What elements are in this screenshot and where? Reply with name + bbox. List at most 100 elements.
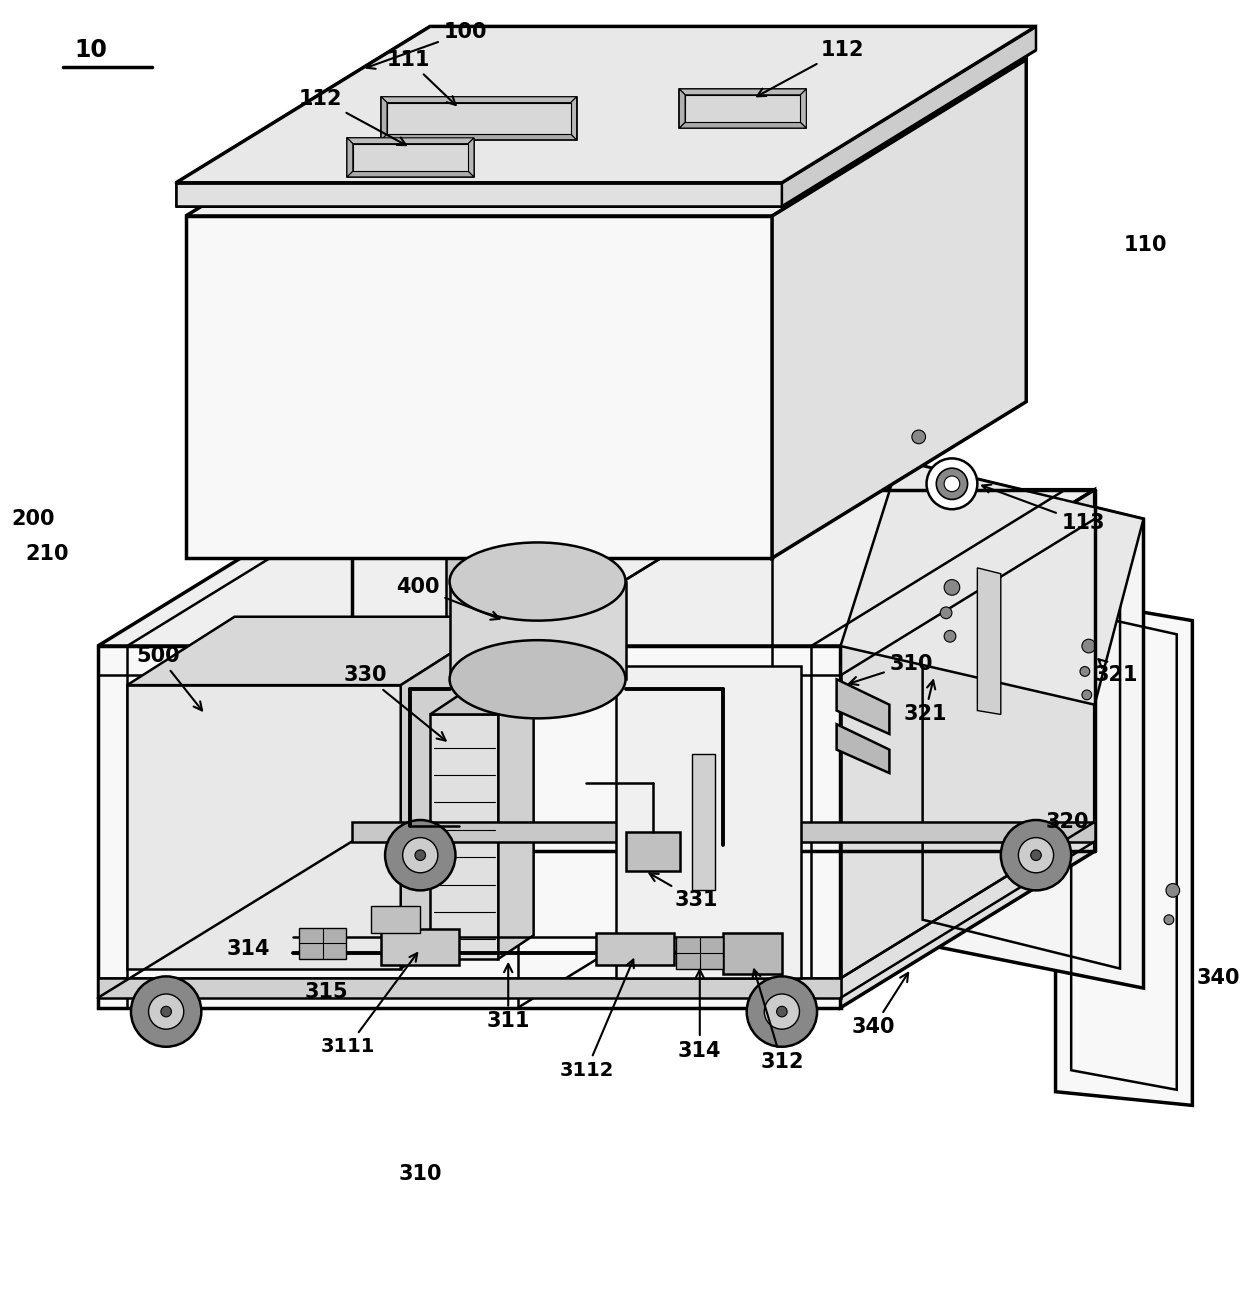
Text: 320: 320	[1045, 813, 1089, 832]
Ellipse shape	[776, 1006, 787, 1017]
Polygon shape	[686, 95, 801, 122]
Text: 112: 112	[758, 40, 864, 96]
Ellipse shape	[764, 994, 800, 1029]
Text: 110: 110	[1123, 236, 1167, 255]
Polygon shape	[381, 97, 577, 140]
Polygon shape	[680, 89, 806, 128]
Text: 113: 113	[982, 485, 1105, 533]
Text: 312: 312	[753, 969, 804, 1072]
Polygon shape	[773, 60, 1027, 559]
Polygon shape	[387, 102, 570, 133]
Polygon shape	[347, 137, 474, 144]
Ellipse shape	[1083, 689, 1091, 700]
Ellipse shape	[386, 820, 455, 890]
Polygon shape	[596, 933, 675, 964]
Polygon shape	[977, 568, 1001, 714]
Text: 330: 330	[343, 665, 445, 740]
Polygon shape	[352, 822, 1095, 841]
Polygon shape	[381, 97, 577, 102]
Polygon shape	[186, 60, 1027, 216]
Ellipse shape	[450, 640, 625, 718]
Ellipse shape	[1001, 820, 1071, 890]
Ellipse shape	[1018, 837, 1054, 872]
Text: 340: 340	[852, 973, 908, 1037]
Text: 310: 310	[849, 653, 932, 686]
Ellipse shape	[926, 459, 977, 509]
Text: 310: 310	[398, 1164, 441, 1183]
Polygon shape	[680, 122, 806, 128]
Polygon shape	[570, 97, 577, 140]
Polygon shape	[401, 617, 508, 968]
Polygon shape	[723, 933, 782, 975]
Polygon shape	[353, 144, 469, 171]
Polygon shape	[801, 89, 806, 128]
Ellipse shape	[746, 976, 817, 1047]
Polygon shape	[498, 559, 542, 656]
Polygon shape	[837, 724, 889, 774]
Polygon shape	[98, 978, 841, 998]
Text: 315: 315	[304, 982, 348, 1002]
Polygon shape	[676, 937, 723, 968]
Text: 210: 210	[25, 544, 68, 564]
Polygon shape	[126, 686, 401, 968]
Text: 340: 340	[1197, 968, 1240, 989]
Polygon shape	[98, 645, 841, 1008]
Ellipse shape	[944, 630, 956, 642]
Ellipse shape	[149, 994, 184, 1029]
Ellipse shape	[1166, 884, 1179, 897]
Polygon shape	[450, 582, 625, 679]
Ellipse shape	[161, 1006, 171, 1017]
Ellipse shape	[1030, 850, 1042, 861]
Polygon shape	[1055, 597, 1193, 1105]
Ellipse shape	[911, 430, 925, 443]
Polygon shape	[176, 183, 782, 206]
Ellipse shape	[940, 607, 952, 618]
Polygon shape	[176, 49, 1035, 206]
Polygon shape	[381, 133, 577, 140]
Ellipse shape	[944, 579, 960, 595]
Text: 10: 10	[74, 38, 107, 62]
Polygon shape	[445, 559, 489, 656]
Polygon shape	[782, 26, 1035, 206]
Ellipse shape	[1164, 915, 1174, 924]
Ellipse shape	[936, 468, 967, 499]
Text: 3111: 3111	[321, 953, 417, 1056]
Polygon shape	[899, 460, 1143, 988]
Text: 400: 400	[397, 578, 500, 619]
Polygon shape	[98, 490, 1095, 645]
Polygon shape	[381, 929, 459, 964]
Text: 500: 500	[136, 645, 202, 710]
Polygon shape	[680, 89, 806, 95]
Polygon shape	[347, 171, 474, 178]
Text: 311: 311	[486, 964, 529, 1032]
Polygon shape	[186, 216, 773, 559]
Text: 331: 331	[650, 874, 718, 910]
Polygon shape	[616, 666, 801, 978]
Ellipse shape	[944, 476, 960, 491]
Ellipse shape	[450, 543, 625, 621]
Polygon shape	[381, 97, 387, 140]
Ellipse shape	[403, 837, 438, 872]
Polygon shape	[841, 490, 1095, 1008]
Ellipse shape	[1083, 639, 1096, 653]
Polygon shape	[692, 753, 715, 890]
Polygon shape	[372, 906, 420, 933]
Polygon shape	[299, 928, 346, 959]
Text: 321: 321	[903, 680, 946, 724]
Polygon shape	[347, 137, 353, 178]
Polygon shape	[430, 691, 533, 714]
Ellipse shape	[131, 976, 201, 1047]
Text: 100: 100	[367, 22, 487, 69]
Text: 200: 200	[11, 509, 55, 529]
Text: 321: 321	[1095, 660, 1138, 686]
Polygon shape	[430, 714, 498, 959]
Bar	[625, 832, 681, 871]
Polygon shape	[680, 89, 686, 128]
Polygon shape	[841, 460, 1143, 705]
Text: 3112: 3112	[559, 959, 634, 1080]
Text: 111: 111	[387, 49, 455, 105]
Polygon shape	[469, 137, 474, 178]
Polygon shape	[837, 679, 889, 734]
Polygon shape	[126, 617, 508, 686]
Polygon shape	[498, 691, 533, 959]
